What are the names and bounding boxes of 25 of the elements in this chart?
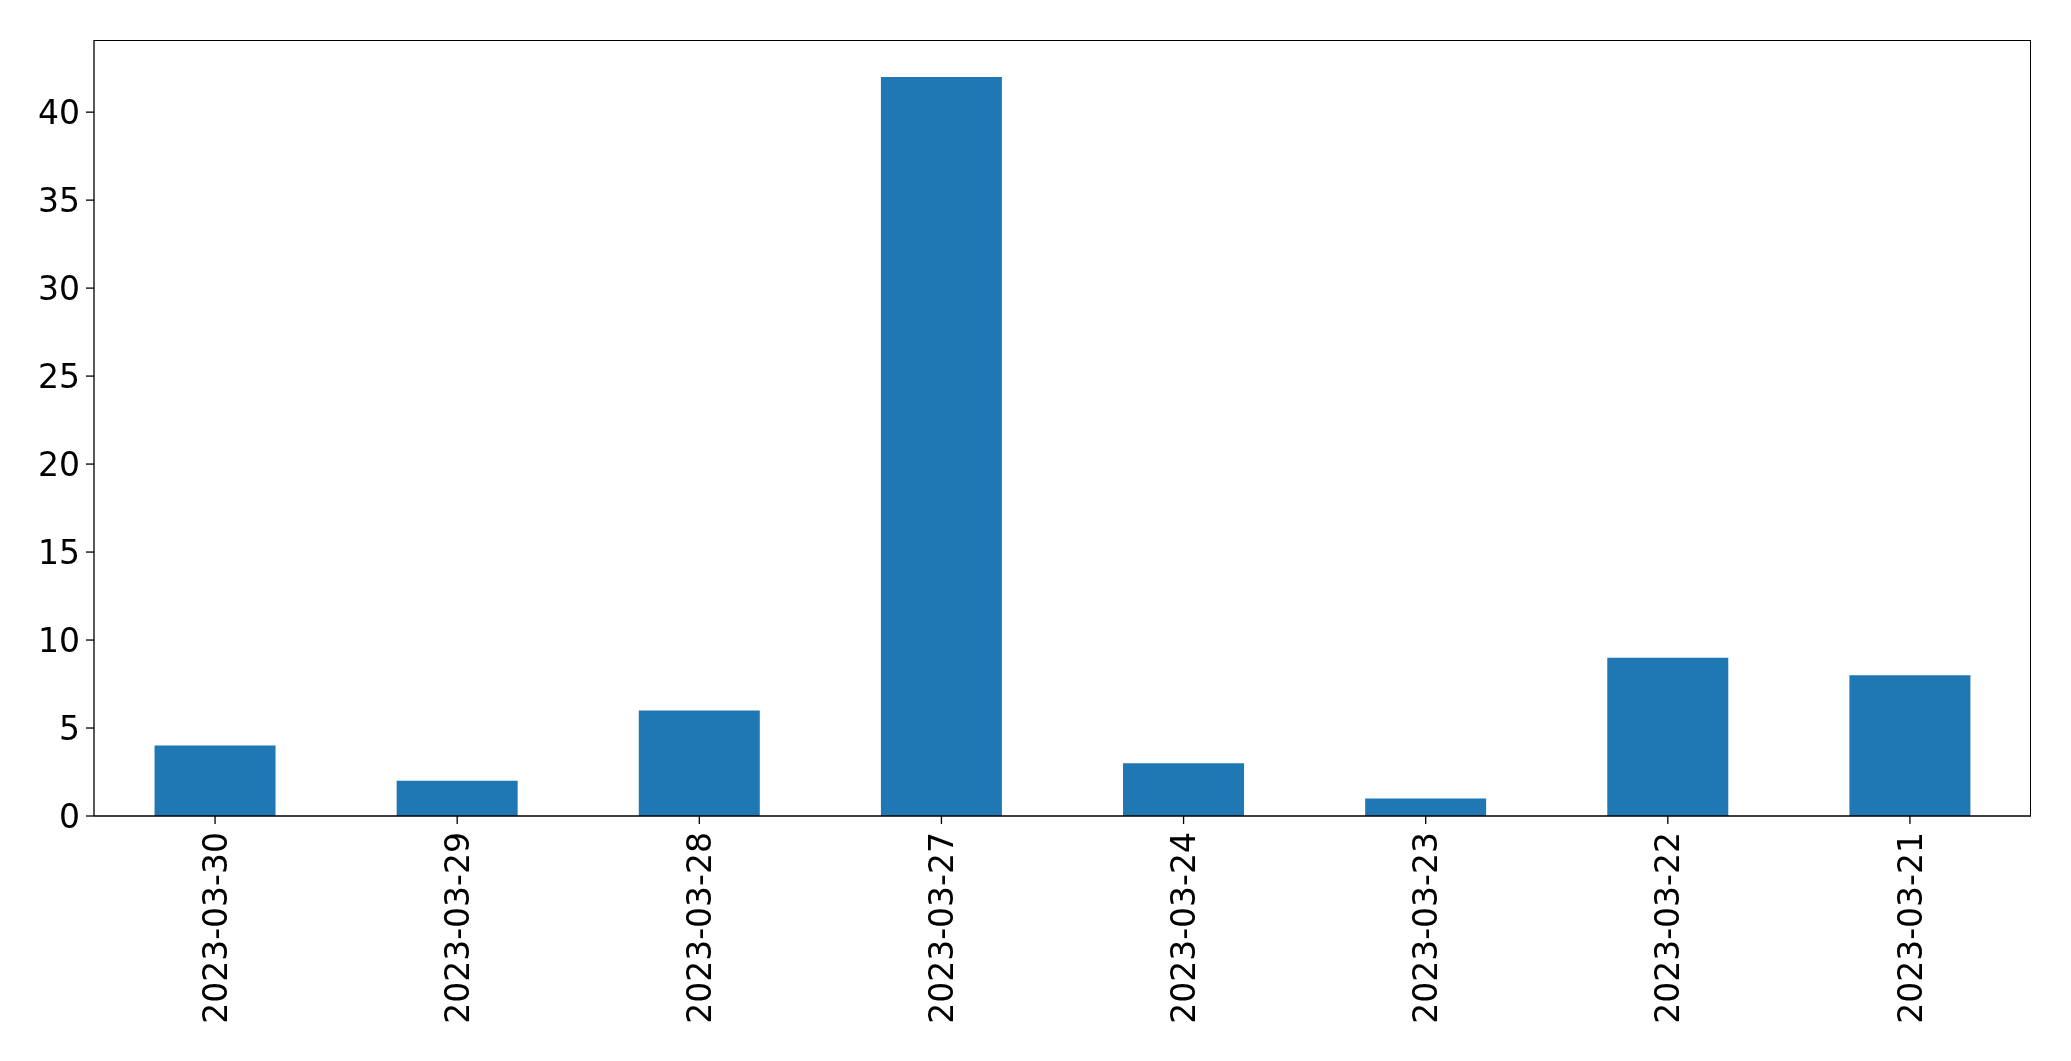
y-tick-label: 10 — [38, 620, 80, 660]
bar — [1849, 675, 1971, 816]
y-tick-label: 15 — [38, 532, 80, 572]
bar — [1123, 763, 1245, 816]
x-tick-label: 2023-03-29 — [437, 832, 477, 1024]
x-tick-label: 2023-03-30 — [195, 832, 235, 1024]
x-tick-label: 2023-03-23 — [1406, 832, 1446, 1024]
y-tick-label: 0 — [59, 796, 80, 836]
x-tick-label: 2023-03-21 — [1890, 832, 1930, 1024]
bar — [154, 745, 276, 816]
y-tick-label: 20 — [38, 444, 80, 484]
x-tick-label: 2023-03-27 — [921, 832, 961, 1024]
x-tick-label: 2023-03-22 — [1648, 832, 1688, 1024]
bar — [1365, 798, 1487, 816]
y-tick-label: 5 — [59, 708, 80, 748]
y-tick-label: 40 — [38, 92, 80, 132]
x-tick-label: 2023-03-24 — [1164, 832, 1204, 1024]
y-tick-label: 30 — [38, 268, 80, 308]
bar — [880, 76, 1002, 816]
y-tick-label: 25 — [38, 356, 80, 396]
y-tick-label: 35 — [38, 180, 80, 220]
x-tick-label: 2023-03-28 — [679, 832, 719, 1024]
bar — [1607, 657, 1729, 816]
bar — [638, 710, 760, 816]
bar — [396, 780, 518, 816]
